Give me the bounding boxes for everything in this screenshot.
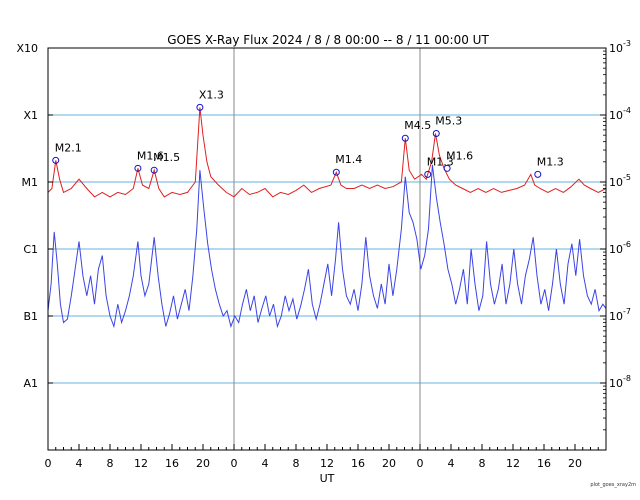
right-axis: 10-8 10-7 10-6 10-5 10-4 10-3 (600, 39, 631, 431)
x-axis-label: 4 (262, 457, 269, 470)
x-axis-label: 8 (479, 457, 486, 470)
x-axis-label: 12 (506, 457, 520, 470)
x-axis-label: 12 (320, 457, 334, 470)
flare-label: M1.5 (153, 151, 180, 164)
right-axis-label: 10-6 (609, 240, 631, 256)
left-axis-label: A1 (23, 377, 38, 390)
flare-marker (52, 156, 60, 164)
flare-label: M1.6 (446, 149, 473, 162)
x-axis-title: UT (320, 472, 335, 485)
x-axis-label: 16 (165, 457, 179, 470)
flare-marker (332, 168, 340, 176)
right-axis-label: 10-4 (609, 106, 631, 122)
flare-marker (401, 134, 409, 142)
x-axis-label: 8 (107, 457, 114, 470)
flare-label: M1.6 (137, 149, 164, 162)
flare-marker (196, 103, 204, 111)
x-axis-label: 12 (134, 457, 148, 470)
flux-series (47, 107, 607, 329)
flux-series-line-1 (47, 107, 607, 198)
flare-marker (424, 170, 432, 178)
flare-marker (134, 164, 142, 172)
x-axis-label: 16 (537, 457, 551, 470)
flare-label: M4.5 (404, 119, 431, 132)
right-axis-label: 10-7 (609, 307, 631, 323)
left-axis-label: C1 (23, 243, 38, 256)
flux-series-line-2 (47, 164, 607, 329)
x-axis-label: 0 (45, 457, 52, 470)
flare-marker (443, 164, 451, 172)
flare-label: X1.3 (199, 88, 224, 101)
left-axis-label: X1 (23, 109, 38, 122)
right-axis-label: 10-5 (609, 173, 631, 189)
x-axis-label: 4 (76, 457, 83, 470)
flare-label: M1.4 (335, 153, 362, 166)
grid-lines (48, 114, 606, 384)
flare-markers: M2.1M1.6M1.5X1.3M1.4M4.5M1.3M5.3M1.6 M1.3 (52, 88, 564, 178)
x-axis-label: 0 (417, 457, 424, 470)
x-axis-label: 4 (448, 457, 455, 470)
flare-marker (534, 170, 542, 178)
flare-label: M2.1 (55, 141, 82, 154)
right-axis-label: 10-3 (609, 39, 631, 55)
right-axis-label: 10-8 (609, 374, 631, 390)
flare-marker (150, 166, 158, 174)
x-axis-label: 20 (568, 457, 582, 470)
x-axis-label: 0 (231, 457, 238, 470)
x-axis: 0 4 8 12 16 20 0 4 8 12 16 20 0 4 8 12 16 20 (45, 444, 607, 470)
chart-title: GOES X-Ray Flux 2024 / 8 / 8 00:00 -- 8 … (167, 33, 489, 47)
day-dividers (233, 48, 421, 450)
left-axis-label: M1 (22, 176, 39, 189)
x-axis-label: 20 (196, 457, 210, 470)
left-axis-label: X10 (16, 42, 38, 55)
flare-label: M1.3 (537, 155, 564, 168)
x-axis-label: 16 (351, 457, 365, 470)
footer-label: plot_goes_xray2m (590, 482, 636, 488)
left-axis: A1 B1 C1 M1 X1 X10 (16, 42, 53, 390)
flare-label: M5.3 (435, 114, 462, 127)
x-axis-label: 8 (293, 457, 300, 470)
flare-marker (432, 129, 440, 137)
x-axis-label: 20 (382, 457, 396, 470)
left-axis-label: B1 (23, 310, 38, 323)
